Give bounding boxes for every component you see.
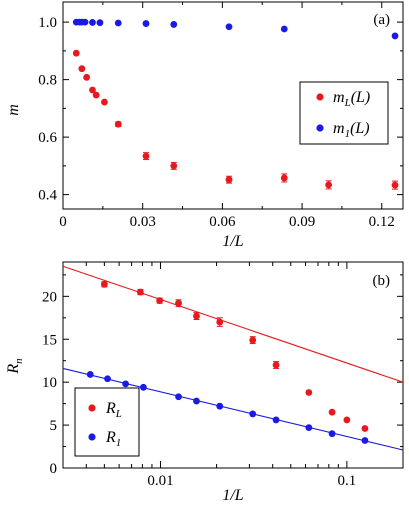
panel-b: 0.01 0.1 0 5 10 15 20 (b) Rn 1/L RL R1 (5, 261, 404, 504)
data-point-R1 (272, 416, 280, 424)
data-point-R1 (104, 375, 111, 383)
data-point-mL (101, 98, 108, 106)
data-point-RL (136, 288, 144, 296)
data-point-m1 (89, 19, 96, 26)
data-point-RL (249, 336, 257, 344)
data-point-RL (100, 280, 108, 288)
legend-label-RL: RL (105, 400, 122, 420)
data-point-mL (92, 91, 100, 99)
x-axis-label-b: 1/L (222, 487, 243, 504)
data-point-mL (72, 49, 80, 57)
y-tick-label-a: 1.0 (38, 15, 57, 31)
panel-label-a: (a) (373, 12, 390, 28)
y-axis-label-a: m (5, 104, 22, 116)
data-point-m1 (170, 21, 178, 28)
data-point-mL (142, 152, 150, 160)
fit-line-R1 (62, 367, 404, 451)
data-point-RL (328, 408, 336, 416)
y-tick-label-a: 0.6 (38, 130, 57, 146)
data-point-RL (216, 318, 224, 326)
data-point-m1 (280, 25, 288, 33)
data-point-m1 (142, 20, 150, 27)
data-point-m1 (96, 19, 104, 27)
panel-a: 0 0.03 0.06 0.09 0.12 0.4 0.6 0.8 1.0 (a) m 1/L… (5, 1, 404, 250)
y-tick-label-a: 0.8 (38, 73, 57, 89)
data-point-mL (170, 162, 178, 170)
x-tick-label-a: 0.06 (209, 214, 236, 230)
data-point-RL (175, 299, 182, 307)
data-point-RL (156, 297, 164, 305)
data-point-R1 (216, 402, 224, 410)
data-point-R1 (175, 393, 182, 401)
x-tick-label-a: 0 (59, 214, 67, 230)
x-ticks-b: 0.01 0.1 (62, 262, 404, 489)
y-tick-label-b: 20 (42, 289, 57, 305)
plot-frame-b (62, 261, 404, 469)
data-point-m1 (114, 19, 122, 27)
y-tick-label-b: 10 (42, 375, 57, 391)
data-points-a (72, 18, 399, 190)
data-point-RL (361, 425, 369, 432)
data-point-m1 (391, 32, 399, 40)
y-tick-label-b: 0 (50, 461, 58, 477)
data-point-mL (78, 65, 86, 73)
data-point-R1 (140, 383, 147, 391)
data-point-m1 (81, 18, 89, 26)
data-point-R1 (305, 424, 313, 432)
data-point-R1 (86, 371, 94, 378)
data-point-R1 (328, 430, 336, 438)
data-point-R1 (361, 437, 369, 444)
panel-label-b: (b) (373, 273, 391, 289)
fit-lines-b (62, 265, 404, 451)
legend-b: RL R1 (74, 387, 140, 457)
x-tick-label-b: 0.01 (147, 473, 173, 489)
x-tick-label-b: 0.1 (338, 473, 357, 489)
data-point-mL (280, 174, 288, 182)
data-point-mL (391, 181, 399, 189)
y-tick-label-a: 0.4 (38, 188, 57, 204)
plot-frame-a (62, 1, 404, 210)
x-tick-label-a: 0.12 (369, 214, 395, 230)
data-point-RL (272, 361, 280, 369)
legend-box-a (299, 81, 389, 145)
data-point-mL (225, 176, 233, 184)
y-tick-label-b: 5 (50, 418, 58, 434)
data-point-mL (83, 73, 91, 81)
y-ticks-b: 0 5 10 15 20 (42, 274, 403, 477)
legend-box-b (74, 387, 140, 457)
y-axis-label-b: Rn (5, 358, 25, 375)
x-ticks-a: 0 0.03 0.06 0.09 0.12 (59, 2, 395, 230)
y-tick-label-b: 15 (42, 332, 57, 348)
legend-marker-mL (316, 93, 324, 101)
data-point-RL (343, 416, 351, 424)
legend-marker-RL (88, 404, 96, 412)
fit-line-RL (62, 265, 404, 383)
legend-label-R1: R1 (105, 429, 121, 449)
data-point-mL (114, 120, 122, 128)
data-point-R1 (249, 410, 257, 418)
data-points-b (86, 280, 369, 444)
x-tick-label-a: 0.03 (130, 214, 156, 230)
data-point-RL (305, 389, 313, 396)
data-point-R1 (193, 397, 200, 405)
x-tick-label-a: 0.09 (289, 214, 315, 230)
data-point-RL (193, 312, 200, 320)
legend-marker-m1 (316, 124, 324, 132)
data-point-m1 (225, 23, 233, 31)
data-point-R1 (122, 380, 129, 388)
legend-a: mL(L) m1(L) (299, 81, 389, 145)
y-ticks-a: 0.4 0.6 0.8 1.0 (38, 15, 403, 204)
legend-marker-R1 (88, 433, 96, 441)
data-point-mL (89, 86, 96, 94)
legend-label-mL: mL(L) (333, 89, 370, 109)
x-axis-label-a: 1/L (222, 233, 243, 250)
data-point-mL (325, 181, 333, 189)
legend-label-m1: m1(L) (333, 120, 370, 140)
